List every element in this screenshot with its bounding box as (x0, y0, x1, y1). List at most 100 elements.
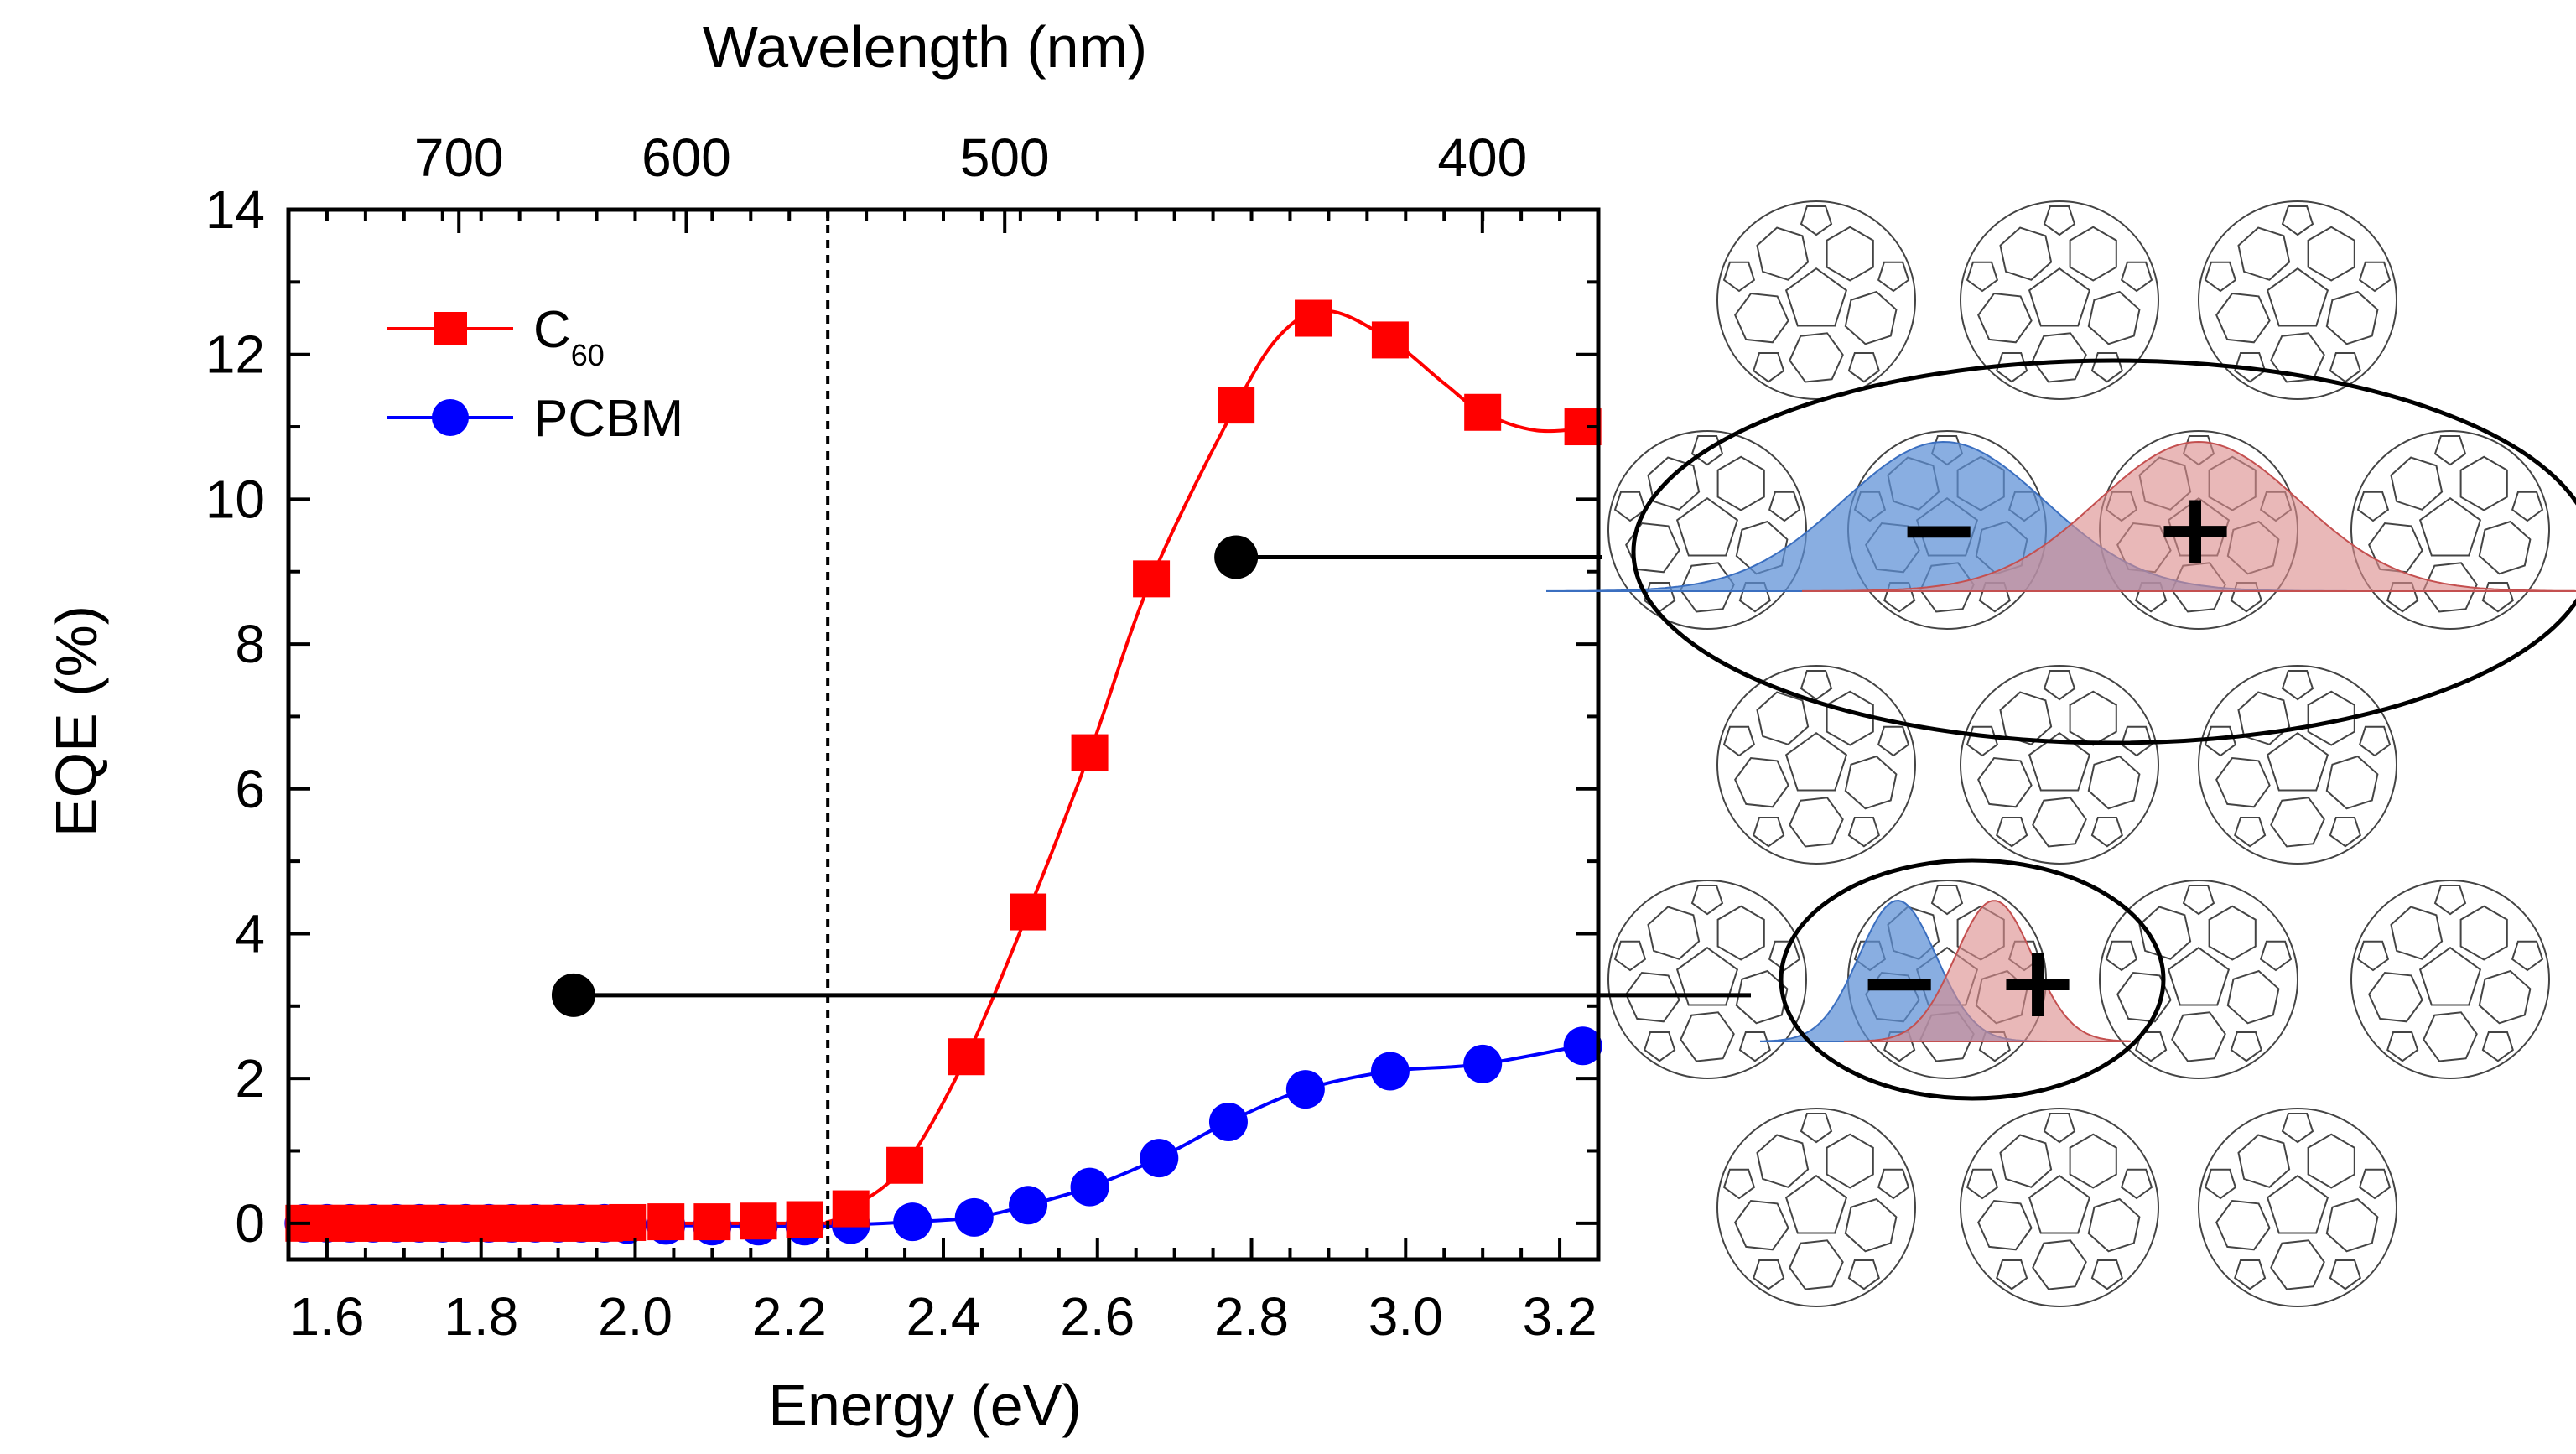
data-point-c60 (948, 1038, 985, 1076)
hexagon-face (1826, 1133, 1874, 1189)
hexagon-face (1734, 756, 1789, 808)
data-point-pcbm (1140, 1139, 1179, 1178)
data-point-pcbm (954, 1197, 994, 1237)
hexagon-face (2138, 906, 2192, 960)
c60-molecule (1607, 880, 1807, 1079)
hexagon-face (1756, 691, 1810, 745)
hole-wavefunction-upper (1802, 440, 2576, 592)
data-point-c60 (740, 1202, 777, 1240)
data-point-c60 (1133, 560, 1171, 598)
positive-charge-upper: + (2153, 471, 2238, 588)
hexagon-face (2423, 562, 2478, 613)
x-tick-label: 3.0 (1368, 1286, 1443, 1347)
outer-pentagon (2090, 352, 2123, 383)
outer-pentagon (1996, 1259, 2028, 1290)
hexagon-face (2208, 905, 2257, 961)
hexagon-face (1716, 905, 1765, 961)
hexagon-face (1977, 756, 2033, 808)
outer-pentagon (2511, 491, 2544, 522)
data-point-c60 (1295, 299, 1332, 337)
outer-pentagon (2433, 885, 2467, 916)
hexagon-face (1625, 522, 1680, 574)
top-tick-label: 400 (1437, 127, 1527, 188)
data-point-pcbm (1563, 1026, 1602, 1066)
hexagon-face (2087, 1197, 2141, 1253)
hexagon-face (2215, 292, 2271, 344)
hexagon-face (2325, 755, 2379, 810)
y-tick-label: 8 (235, 614, 265, 674)
outer-pentagon (2204, 1168, 2237, 1200)
outer-pentagon (1690, 435, 1724, 466)
hexagon-face (2368, 971, 2423, 1023)
data-point-pcbm (1463, 1044, 1503, 1083)
y-tick-label: 2 (235, 1048, 265, 1109)
molecule-outline (1607, 430, 1807, 630)
outer-pentagon (1722, 261, 1756, 293)
outer-pentagon (2120, 1168, 2153, 1200)
tick-labels: 1.6 1.8 2.0 2.2 2.4 2.6 2.8 3.0 3.2 0 2 4 6 8 10 12 14 70… (205, 127, 1597, 1347)
outer-pentagon (1768, 491, 1801, 522)
data-curves (288, 309, 1599, 1228)
center-pentagon (1784, 731, 1848, 792)
x-tick-label: 1.6 (289, 1286, 364, 1347)
c60-molecule (2198, 1108, 2397, 1307)
outer-pentagon (1690, 885, 1724, 916)
data-point-pcbm (1370, 1052, 1410, 1091)
molecule-outline (2350, 880, 2550, 1079)
center-pentagon (1784, 1174, 1848, 1234)
data-point-pcbm (1070, 1167, 1109, 1207)
exciton-illustration: − + − + (551, 358, 2576, 1101)
outer-pentagon (2481, 582, 2514, 613)
hexagon-face (2237, 1134, 2291, 1188)
outer-pentagon (2511, 940, 2544, 972)
outer-pentagon (2043, 205, 2076, 236)
outer-pentagon (1613, 940, 1647, 972)
x-tick-label: 2.4 (906, 1286, 981, 1347)
center-pentagon (2266, 731, 2329, 792)
outer-pentagon (2358, 1168, 2392, 1200)
center-pentagon (2028, 731, 2091, 792)
legend-marker-pcbm (432, 399, 469, 436)
upper-ellipse (1631, 358, 2576, 745)
outer-pentagon (2234, 1259, 2267, 1290)
hexagon-face (2459, 905, 2508, 961)
molecule-outline (1716, 200, 1916, 400)
legend-label-c60: C60 (533, 301, 605, 372)
x-tick-label: 2.8 (1214, 1286, 1289, 1347)
outer-pentagon (2329, 352, 2361, 383)
center-pentagon (2028, 267, 2091, 327)
x-tick-label: 2.2 (752, 1286, 827, 1347)
hexagon-face (2368, 522, 2423, 574)
data-markers (284, 299, 1602, 1246)
hexagon-face (2069, 690, 2117, 746)
hexagon-face (1789, 332, 1844, 383)
hexagon-face (1680, 1011, 1735, 1062)
hexagon-face (2325, 290, 2379, 345)
outer-pentagon (2120, 725, 2153, 757)
outer-pentagon (1753, 817, 1785, 848)
center-pentagon (1784, 267, 1848, 327)
outer-pentagon (2281, 670, 2314, 701)
molecule-outline (1960, 200, 2159, 400)
lower-ellipse (1779, 858, 2166, 1101)
molecule-outline (2099, 880, 2298, 1079)
c60-molecule (2198, 200, 2397, 400)
c60-molecule (1716, 665, 1916, 865)
outer-pentagon (2230, 1031, 2262, 1062)
data-point-pcbm (1009, 1186, 1048, 1225)
annotation-dot (551, 973, 595, 1017)
hexagon-face (1844, 290, 1898, 345)
data-point-c60 (1371, 321, 1409, 359)
hexagon-face (2069, 1133, 2117, 1189)
hexagon-face (2116, 971, 2172, 1023)
outer-pentagon (1738, 1031, 1771, 1062)
connector-lines (551, 535, 1751, 1017)
data-point-c60 (1071, 734, 1109, 771)
outer-pentagon (1847, 1259, 1880, 1290)
hexagon-face (2478, 969, 2532, 1025)
outer-pentagon (2120, 261, 2153, 293)
hole-wavefunction-lower (1844, 900, 2131, 1042)
hexagon-face (2459, 455, 2508, 511)
c60-molecule (2198, 665, 2397, 865)
outer-pentagon (2259, 940, 2293, 972)
